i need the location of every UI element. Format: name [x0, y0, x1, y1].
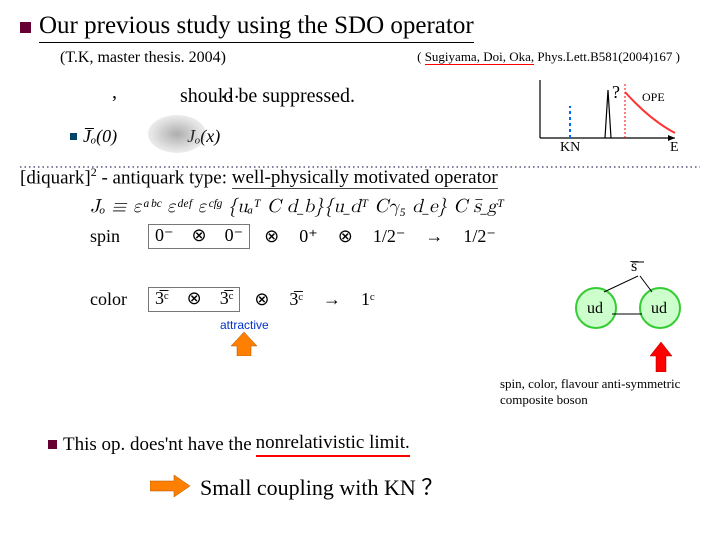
spin-4: 1/2⁻ [463, 226, 496, 247]
spin-row: spin 0⁻ ⊗ 0⁻ ⊗ 0⁺ ⊗ 1/2⁻ → 1/2⁻ [90, 224, 700, 249]
bullet-sub-1 [70, 133, 77, 140]
ref-names: Sugiyama, Doi, Oka, [425, 49, 534, 65]
final-row: Small coupling with KN ？ [150, 470, 443, 502]
corr-left: J̅ₒ(0) [83, 126, 117, 147]
spectrum-plot: ? OPE KN E [530, 78, 680, 148]
bullet-sub-2 [48, 440, 57, 449]
color-rest: ⊗ 3̅ᶜ → 1ᶜ [254, 289, 374, 310]
attractive-arrow-group: attractive [220, 318, 269, 356]
author-ref: (T.K, master thesis. 2004) [60, 49, 226, 67]
nonrel-a: This op. does'nt have the [63, 434, 252, 456]
paper-ref: ( Sugiyama, Doi, Oka, Phys.Lett.B581(200… [417, 49, 680, 67]
sec2-a: [diquark] [20, 167, 91, 188]
spin-boxed: 0⁻ ⊗ 0⁻ [148, 224, 250, 249]
plot-e-label: E [670, 140, 679, 156]
ref-pre: ( [417, 49, 425, 64]
jtheta-formula: Jₒ ≡ εᵃᵇᶜ εᵈᵉᶠ εᶜᶠᵍ {uₐᵀ C d_b}{u_dᵀ Cγ₅… [90, 195, 700, 218]
bullet-main [20, 22, 31, 33]
corr-right: Jₒ(x) [187, 126, 220, 147]
red-arrow-up [650, 342, 672, 372]
attractive-label: attractive [220, 318, 269, 332]
col-0: 3̅ᶜ [155, 288, 169, 309]
red-arrow-up-icon [650, 342, 672, 372]
sec2-b: - antiquark type: [97, 167, 232, 188]
arrow-right-icon [150, 475, 190, 497]
spin-ot2: ⊗ [264, 226, 279, 247]
col-2: 3̅ᶜ [289, 289, 303, 310]
page-title: Our previous study using the SDO operato… [39, 12, 474, 43]
sec2-c: well-physically motivated operator [232, 167, 498, 189]
spin-ot1: ⊗ [192, 225, 207, 246]
col-arrow: → [323, 289, 341, 310]
nonrel-b: nonrelativistic limit. [256, 432, 410, 457]
boson-caption: spin, color, flavour anti-symmetric comp… [500, 376, 700, 408]
plot-ope-label: OPE [642, 90, 665, 105]
spin-0: 0⁻ [155, 225, 174, 246]
ref-tail: Phys.Lett.B581(2004)167 ) [534, 49, 680, 64]
col-3: 1ᶜ [361, 289, 375, 310]
col-1: 3̅ᶜ [220, 288, 234, 309]
ud1-label: ud [587, 300, 603, 318]
spin-ot3: ⊗ [338, 226, 353, 247]
plot-q-label: ? [612, 82, 620, 103]
ud2-label: ud [651, 300, 667, 318]
dots-glyph: … [220, 81, 240, 104]
spin-2: 0⁺ [299, 226, 318, 247]
col-ot2: ⊗ [254, 289, 269, 310]
arrow-up-icon [231, 332, 257, 356]
final-text: Small coupling with KN ？ [200, 470, 443, 502]
refs-row: (T.K, master thesis. 2004) ( Sugiyama, D… [60, 49, 680, 67]
color-boxed: 3̅ᶜ ⊗ 3̅ᶜ [148, 287, 240, 312]
nonrel-row: This op. does'nt have the nonrelativisti… [48, 432, 410, 457]
sbar-label: s̅ [631, 258, 637, 276]
spin-rest: ⊗ 0⁺ ⊗ 1/2⁻ → 1/2⁻ [264, 226, 496, 247]
spin-label: spin [90, 226, 148, 247]
spin-3: 1/2⁻ [373, 226, 406, 247]
plot-kn-label: KN [560, 140, 580, 156]
spin-arrow: → [425, 226, 443, 247]
spin-1: 0⁻ [225, 225, 244, 246]
col-ot1: ⊗ [187, 288, 202, 309]
color-label: color [90, 289, 148, 310]
diquark-diagram: s̅ ud ud [570, 260, 690, 340]
suppress-text: should be suppressed. [180, 85, 355, 108]
comma-glyph: , [112, 81, 117, 104]
